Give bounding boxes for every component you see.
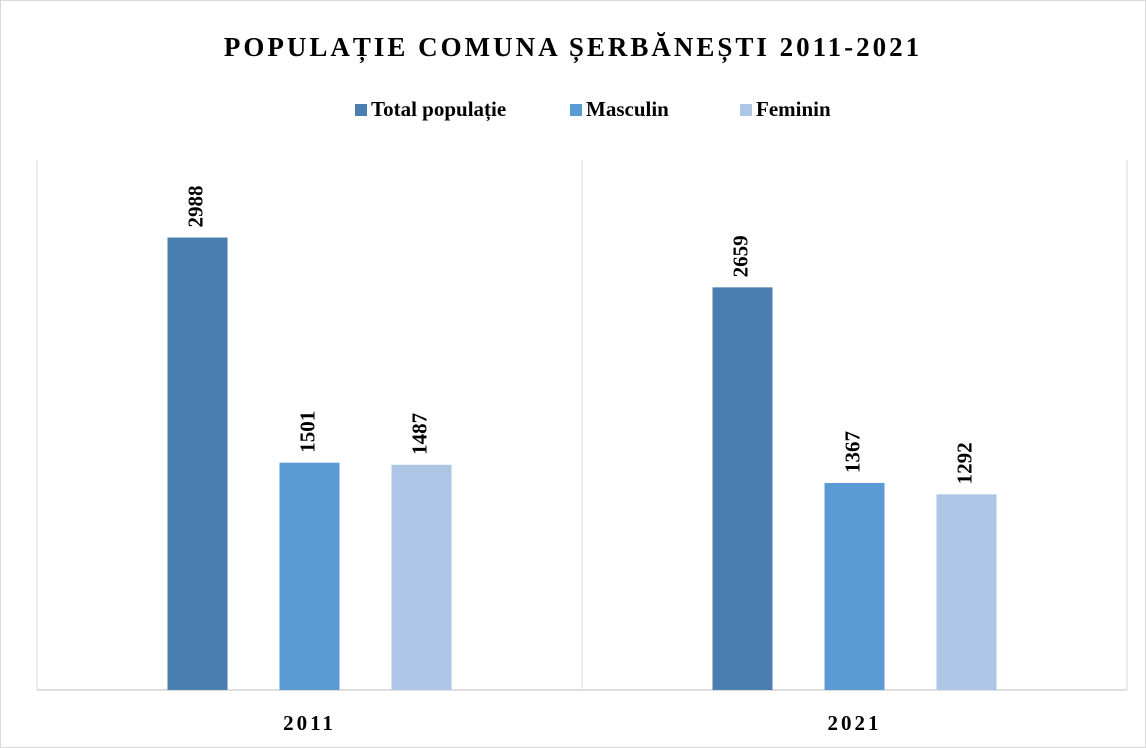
data-label: 1501 — [295, 411, 319, 453]
x-tick-label: 2011 — [283, 711, 336, 735]
bar — [391, 464, 452, 690]
bar — [936, 494, 997, 690]
legend-swatch — [355, 104, 367, 116]
data-label: 2659 — [728, 235, 752, 277]
data-label: 2988 — [183, 186, 207, 228]
bar — [824, 482, 885, 690]
bar — [279, 462, 340, 690]
legend-label: Feminin — [756, 97, 831, 121]
chart-title: POPULAȚIE COMUNA ȘERBĂNEȘTI 2011-2021 — [224, 32, 922, 64]
data-label: 1292 — [952, 442, 976, 484]
legend-swatch — [740, 104, 752, 116]
legend-label: Masculin — [586, 97, 669, 121]
legend-swatch — [570, 104, 582, 116]
bar — [712, 287, 773, 690]
data-label: 1367 — [840, 431, 864, 473]
bar — [167, 237, 228, 690]
x-tick-label: 2021 — [828, 711, 882, 735]
data-label: 1487 — [407, 413, 431, 455]
legend-label: Total populație — [371, 97, 506, 122]
